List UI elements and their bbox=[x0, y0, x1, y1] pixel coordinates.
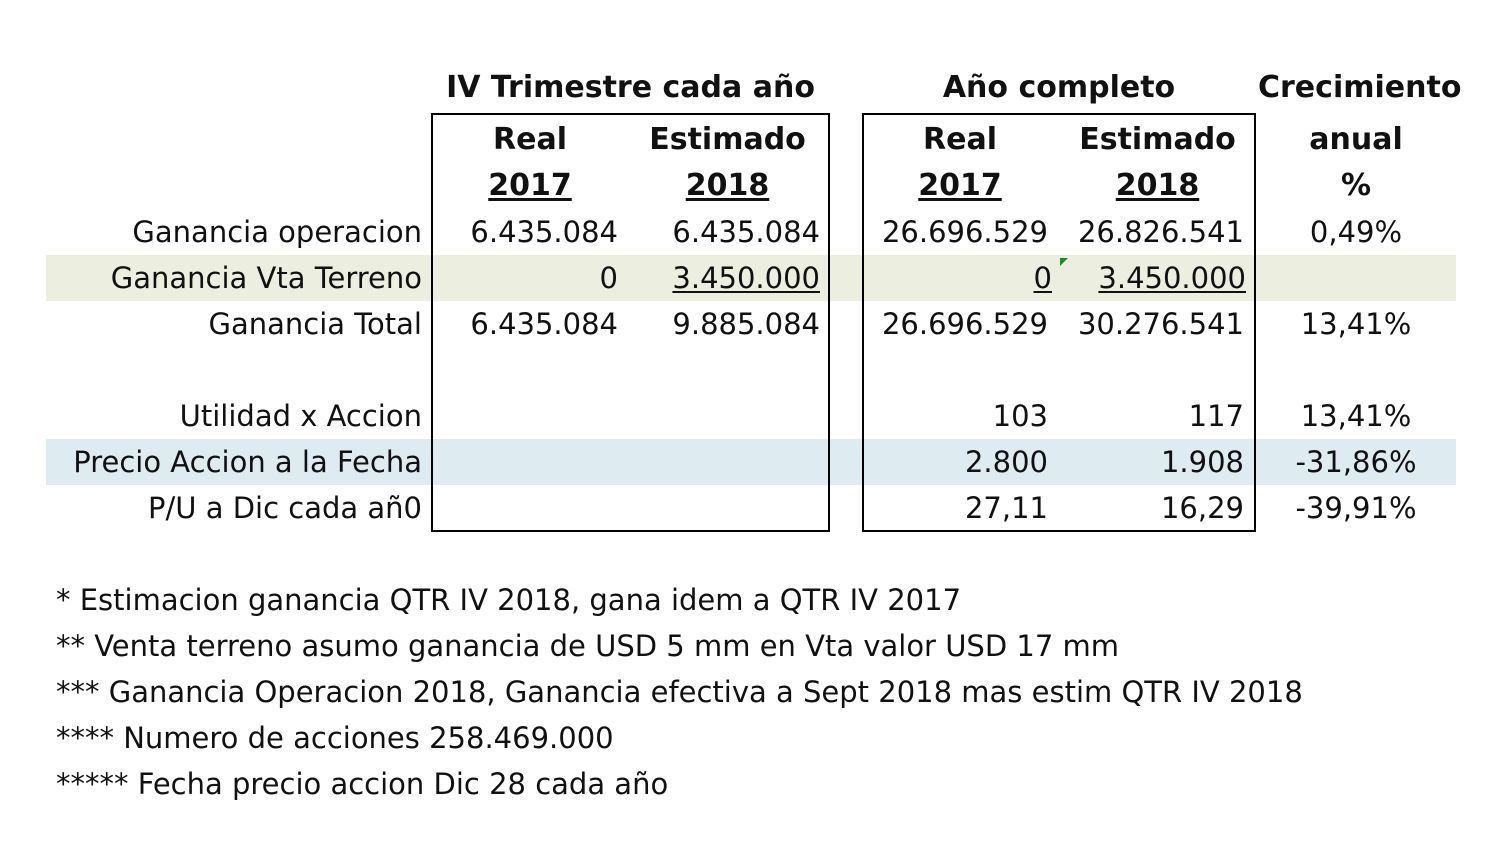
footnote-4: **** Numero de acciones 258.469.000 bbox=[56, 721, 614, 755]
cell-y-est: 26.826.541 bbox=[1077, 215, 1244, 249]
header-q-estimated: Estimado bbox=[649, 122, 806, 157]
cell-q-real: 0 bbox=[599, 261, 618, 295]
cell-q-est: 9.885.084 bbox=[672, 307, 820, 341]
cell-y-real: 26.696.529 bbox=[881, 215, 1048, 249]
year-section-border bbox=[862, 113, 1256, 532]
header-y-year-2017: 2017 bbox=[918, 168, 1002, 203]
cell-growth bbox=[1258, 255, 1454, 301]
cell-growth: 0,49% bbox=[1309, 215, 1403, 249]
cell-q-est: 6.435.084 bbox=[672, 215, 820, 249]
cell-growth: -39,91% bbox=[1295, 491, 1417, 525]
header-growth-line2: anual bbox=[1309, 122, 1403, 157]
cell-growth: 13,41% bbox=[1300, 399, 1412, 433]
row-label-precio-accion: Precio Accion a la Fecha bbox=[73, 445, 422, 479]
cell-y-est: 3.450.000 bbox=[1098, 261, 1246, 295]
header-growth-line1: Crecimiento bbox=[1258, 70, 1462, 105]
row-band-terreno bbox=[46, 255, 1456, 301]
header-y-real: Real bbox=[923, 122, 997, 157]
header-q-year-2017: 2017 bbox=[488, 168, 572, 203]
cell-q-est bbox=[630, 439, 820, 485]
cell-y-real: 0 bbox=[1033, 261, 1052, 295]
cell-q-real: 6.435.084 bbox=[470, 215, 618, 249]
quarter-section-border bbox=[431, 113, 830, 532]
cell-q-real bbox=[440, 485, 618, 531]
header-growth-line3: % bbox=[1340, 168, 1372, 203]
cell-y-est: 30.276.541 bbox=[1077, 307, 1244, 341]
cell-q-est: 3.450.000 bbox=[672, 261, 820, 295]
row-label-pu-dic: P/U a Dic cada añ0 bbox=[148, 491, 422, 525]
cell-y-real: 26.696.529 bbox=[881, 307, 1048, 341]
footnote-1: * Estimacion ganancia QTR IV 2018, gana … bbox=[56, 583, 962, 617]
cell-q-real: 6.435.084 bbox=[470, 307, 618, 341]
row-label-ganancia-vta-terreno: Ganancia Vta Terreno bbox=[110, 261, 422, 295]
cell-comment-indicator[interactable] bbox=[1060, 258, 1068, 266]
cell-q-real bbox=[440, 393, 618, 439]
cell-y-est: 117 bbox=[1188, 399, 1244, 433]
footnote-3: *** Ganancia Operacion 2018, Ganancia ef… bbox=[56, 675, 1303, 709]
cell-growth: -31,86% bbox=[1295, 445, 1417, 479]
row-label-utilidad-x-accion: Utilidad x Accion bbox=[179, 399, 422, 433]
header-y-year-2018: 2018 bbox=[1115, 168, 1200, 203]
cell-q-est bbox=[630, 485, 820, 531]
row-band-precio bbox=[46, 439, 1456, 485]
cell-y-real: 103 bbox=[992, 399, 1048, 433]
cell-y-real: 2.800 bbox=[964, 445, 1048, 479]
header-q-year-2018: 2018 bbox=[685, 168, 770, 203]
cell-y-est: 1.908 bbox=[1160, 445, 1244, 479]
cell-y-real: 27,11 bbox=[964, 491, 1048, 525]
header-y-estimated: Estimado bbox=[1079, 122, 1236, 157]
footnote-2: ** Venta terreno asumo ganancia de USD 5… bbox=[56, 629, 1120, 663]
row-label-ganancia-total: Ganancia Total bbox=[208, 307, 423, 341]
header-year-group: Año completo bbox=[942, 70, 1176, 105]
cell-growth: 13,41% bbox=[1300, 307, 1412, 341]
header-q-real: Real bbox=[493, 122, 567, 157]
cell-y-est: 16,29 bbox=[1160, 491, 1244, 525]
cell-q-real bbox=[440, 439, 618, 485]
footnote-5: ***** Fecha precio accion Dic 28 cada añ… bbox=[56, 767, 669, 801]
header-quarter-group: IV Trimestre cada año bbox=[446, 70, 815, 105]
cell-q-est bbox=[630, 393, 820, 439]
row-label-ganancia-operacion: Ganancia operacion bbox=[132, 215, 422, 249]
